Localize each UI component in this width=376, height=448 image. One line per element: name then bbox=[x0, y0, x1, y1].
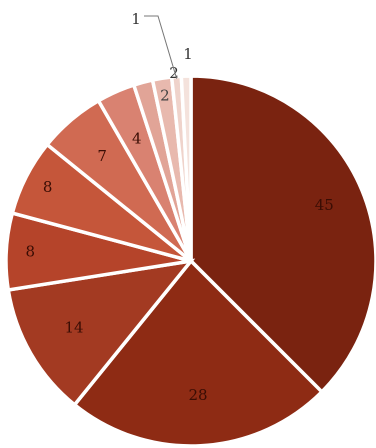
pie-slice bbox=[72, 258, 325, 448]
data-label: 4 bbox=[132, 129, 142, 147]
data-label: 28 bbox=[189, 386, 208, 404]
data-label: 8 bbox=[43, 178, 53, 196]
data-label: 7 bbox=[97, 147, 107, 165]
pie-slice bbox=[189, 74, 376, 395]
pie-slices bbox=[4, 74, 376, 448]
pie-slice bbox=[6, 258, 196, 408]
data-label: 1 bbox=[183, 45, 193, 63]
data-label: 14 bbox=[64, 319, 83, 337]
data-label: 1 bbox=[131, 10, 141, 28]
data-label: 45 bbox=[315, 196, 334, 214]
pie-slice bbox=[179, 74, 193, 262]
data-label: 2 bbox=[160, 87, 170, 105]
leader-line bbox=[144, 15, 178, 79]
data-label: 2 bbox=[169, 64, 179, 82]
data-label: 8 bbox=[25, 243, 35, 261]
